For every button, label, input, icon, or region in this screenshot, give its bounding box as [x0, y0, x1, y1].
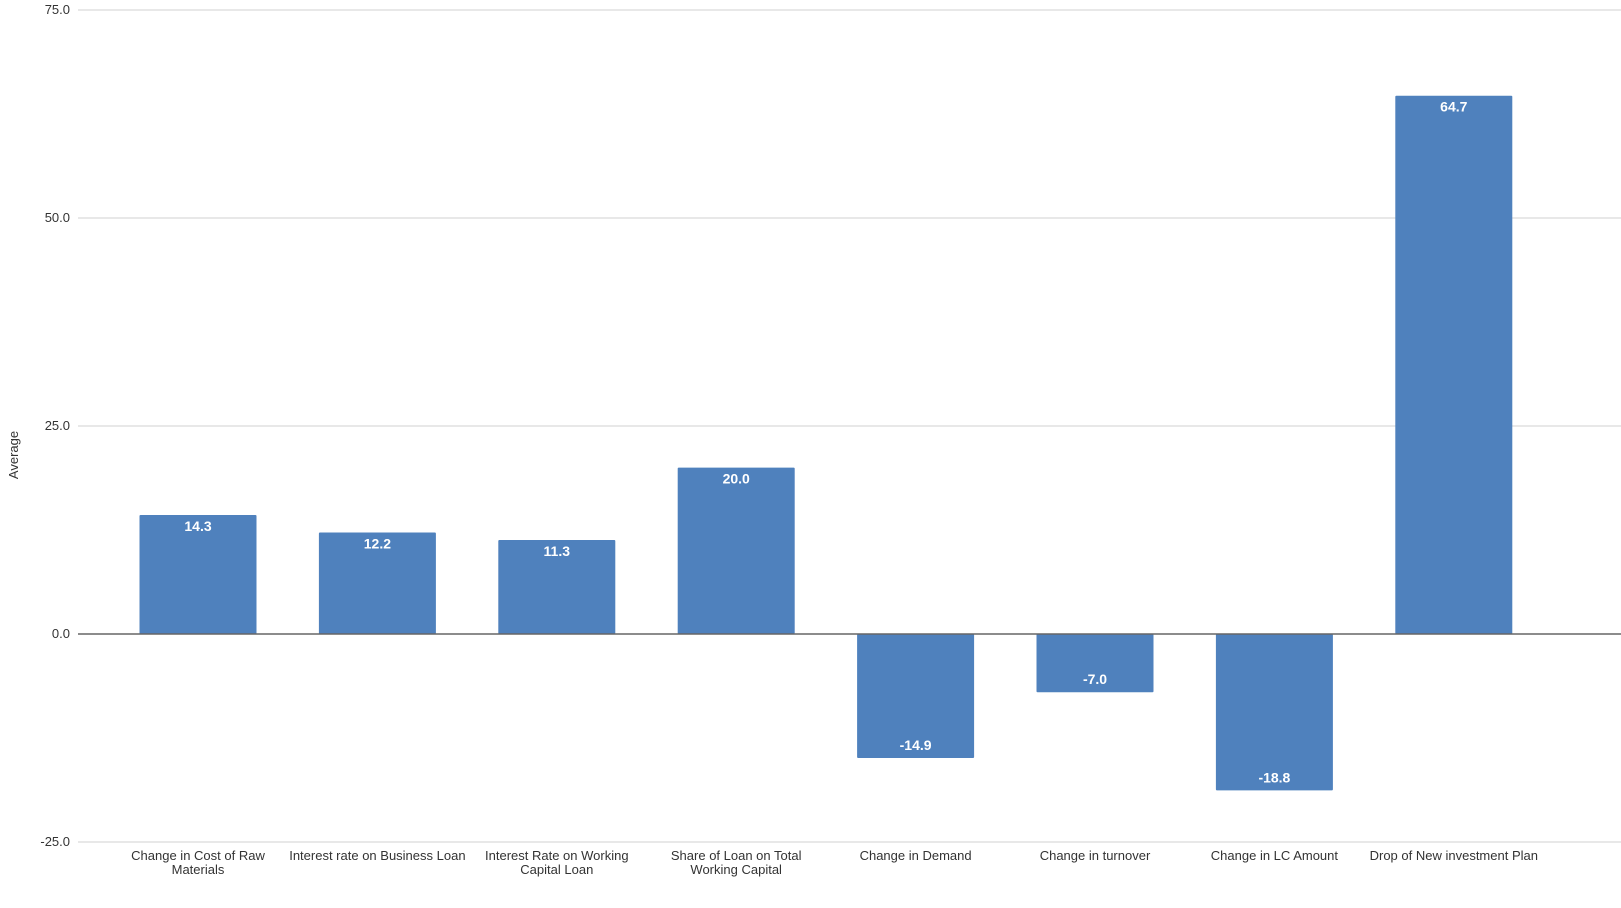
x-tick-label: Share of Loan on Total Working Capital [671, 848, 802, 877]
value-labels: 14.3 12.2 11.3 20.0 -14.9 -7.0 -18.8 64.7 [184, 99, 1467, 786]
x-tick-label: Change in LC Amount [1211, 848, 1339, 863]
y-axis-ticks: -25.0 0.0 25.0 50.0 75.0 [40, 2, 70, 849]
y-tick-label: 50.0 [45, 210, 70, 225]
y-axis-title: Average [6, 431, 21, 479]
bar [139, 515, 257, 634]
x-tick-label: Change in turnover [1040, 848, 1151, 863]
x-tick-label: Interest Rate on Working Capital Loan [485, 848, 629, 877]
bar [1395, 95, 1513, 635]
y-tick-label: -25.0 [40, 834, 70, 849]
y-tick-label: 75.0 [45, 2, 70, 17]
bar [857, 634, 975, 758]
x-axis-category-labels: Change in Cost of Raw Materials Interest r… [131, 848, 1538, 877]
x-tick-label: Drop of New investment Plan [1370, 848, 1538, 863]
data-label: 14.3 [184, 518, 211, 534]
bar [498, 539, 616, 634]
data-label: -18.8 [1258, 769, 1290, 785]
bar [1215, 634, 1333, 791]
gridlines [78, 9, 1621, 843]
data-label: 12.2 [364, 535, 391, 551]
bar [1036, 634, 1154, 693]
bar [677, 467, 795, 634]
bar [318, 532, 436, 634]
data-label: 20.0 [723, 471, 750, 487]
data-label: 64.7 [1440, 99, 1467, 115]
x-tick-label: Interest rate on Business Loan [289, 848, 465, 863]
x-tick-label: Change in Demand [860, 848, 972, 863]
x-tick-label: Change in Cost of Raw Materials [131, 848, 265, 877]
y-tick-label: 0.0 [52, 626, 70, 641]
data-label: -7.0 [1083, 671, 1107, 687]
bars [139, 95, 1513, 791]
data-label: -14.9 [900, 737, 932, 753]
y-tick-label: 25.0 [45, 418, 70, 433]
data-label: 11.3 [544, 543, 571, 559]
